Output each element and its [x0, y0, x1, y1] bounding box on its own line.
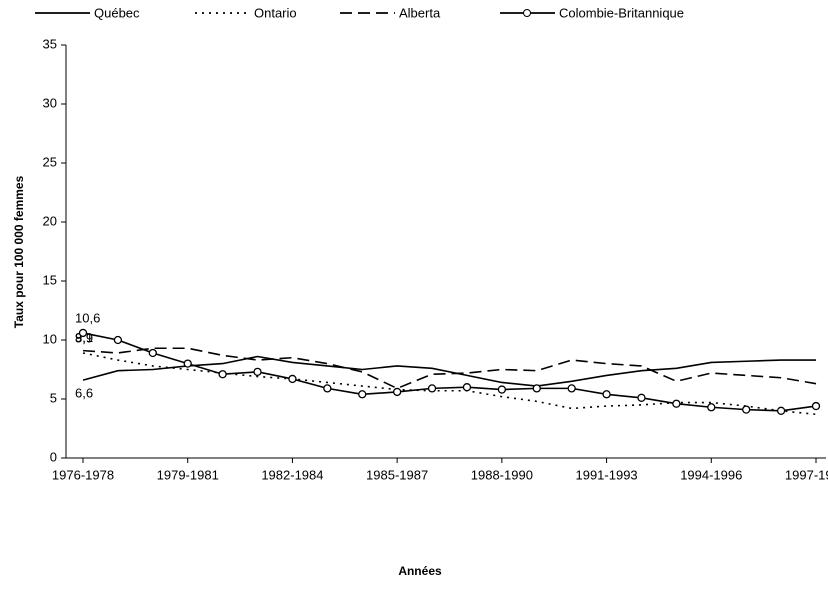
marker — [358, 390, 367, 399]
x-tick-label: 1991-1993 — [575, 467, 637, 482]
y-tick-label: 35 — [43, 36, 57, 51]
x-tick-label: 1982-1984 — [261, 467, 323, 482]
marker — [218, 370, 227, 379]
x-tick-label: 1985-1987 — [366, 467, 428, 482]
marker — [323, 384, 332, 393]
marker — [602, 390, 611, 399]
marker — [392, 387, 402, 397]
y-tick-label: 20 — [43, 213, 57, 228]
marker — [672, 399, 681, 408]
y-tick-label: 5 — [50, 390, 57, 405]
marker — [637, 393, 646, 402]
marker — [532, 384, 541, 393]
marker — [811, 401, 821, 411]
legend-label: Alberta — [399, 5, 441, 20]
x-axis-label: Années — [398, 564, 442, 578]
line-series — [82, 352, 817, 416]
y-tick-label: 15 — [43, 272, 57, 287]
x-tick-label: 1994-1996 — [680, 467, 742, 482]
marker — [776, 406, 786, 415]
data-label: 6,6 — [75, 386, 93, 401]
legend-marker — [523, 9, 531, 17]
data-label: 10,6 — [75, 310, 100, 325]
marker — [707, 403, 716, 412]
x-tick-label: 1976-1978 — [52, 467, 114, 482]
marker — [427, 384, 437, 393]
marker — [113, 335, 123, 345]
marker — [497, 385, 507, 394]
marker — [288, 374, 297, 384]
marker — [462, 383, 472, 392]
legend-label: Ontario — [254, 5, 297, 20]
y-tick-label: 0 — [50, 449, 57, 464]
y-tick-label: 30 — [43, 95, 57, 110]
x-tick-label: 1997-1999 — [785, 467, 828, 482]
marker — [183, 359, 192, 368]
marker — [78, 328, 88, 338]
marker — [742, 405, 751, 414]
legend-label: Colombie-Britannique — [559, 5, 684, 20]
x-tick-label: 1979-1981 — [157, 467, 219, 482]
y-axis-label: Taux pour 100 000 femmes — [12, 175, 26, 328]
line-series — [82, 347, 817, 390]
marker — [148, 348, 157, 358]
y-tick-label: 10 — [43, 331, 57, 346]
line-series — [82, 355, 816, 387]
marker — [253, 367, 262, 377]
line-series — [82, 332, 817, 412]
marker — [567, 384, 576, 393]
y-tick-label: 25 — [43, 154, 57, 169]
legend-label: Québec — [94, 5, 140, 20]
x-tick-label: 1988-1990 — [471, 467, 533, 482]
